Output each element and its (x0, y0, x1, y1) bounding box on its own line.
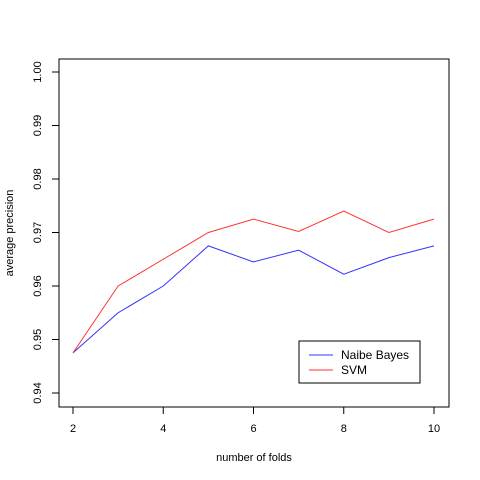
legend-box (298, 340, 421, 384)
y-tick-label: 0.98 (32, 168, 44, 189)
x-tick-label: 10 (428, 423, 440, 435)
x-tick-label: 4 (160, 423, 166, 435)
x-tick-label: 6 (250, 423, 256, 435)
y-axis-label: average precision (4, 190, 16, 277)
y-tick-label: 0.99 (32, 115, 44, 136)
x-tick-label: 8 (341, 423, 347, 435)
series-line-svm (72, 210, 435, 354)
y-tick-label: 0.96 (32, 275, 44, 296)
y-tick-label: 0.97 (32, 222, 44, 243)
x-axis: 2 4 6 8 10 (70, 406, 440, 435)
legend-label-svm: SVM (341, 363, 367, 377)
y-tick-label: 0.95 (32, 329, 44, 350)
x-axis-label: number of folds (216, 452, 292, 464)
legend-label-naibe-bayes: Naibe Bayes (341, 348, 409, 362)
y-tick-label: 1.00 (32, 61, 44, 82)
x-tick-label: 2 (70, 423, 76, 435)
y-axis: 0.94 0.95 0.96 0.97 0.98 0.99 1.00 (32, 61, 60, 404)
y-tick-label: 0.94 (32, 382, 44, 403)
series-layer (72, 210, 435, 354)
series-line-naibe-bayes (72, 245, 435, 354)
legend: Naibe Bayes SVM (298, 340, 421, 384)
